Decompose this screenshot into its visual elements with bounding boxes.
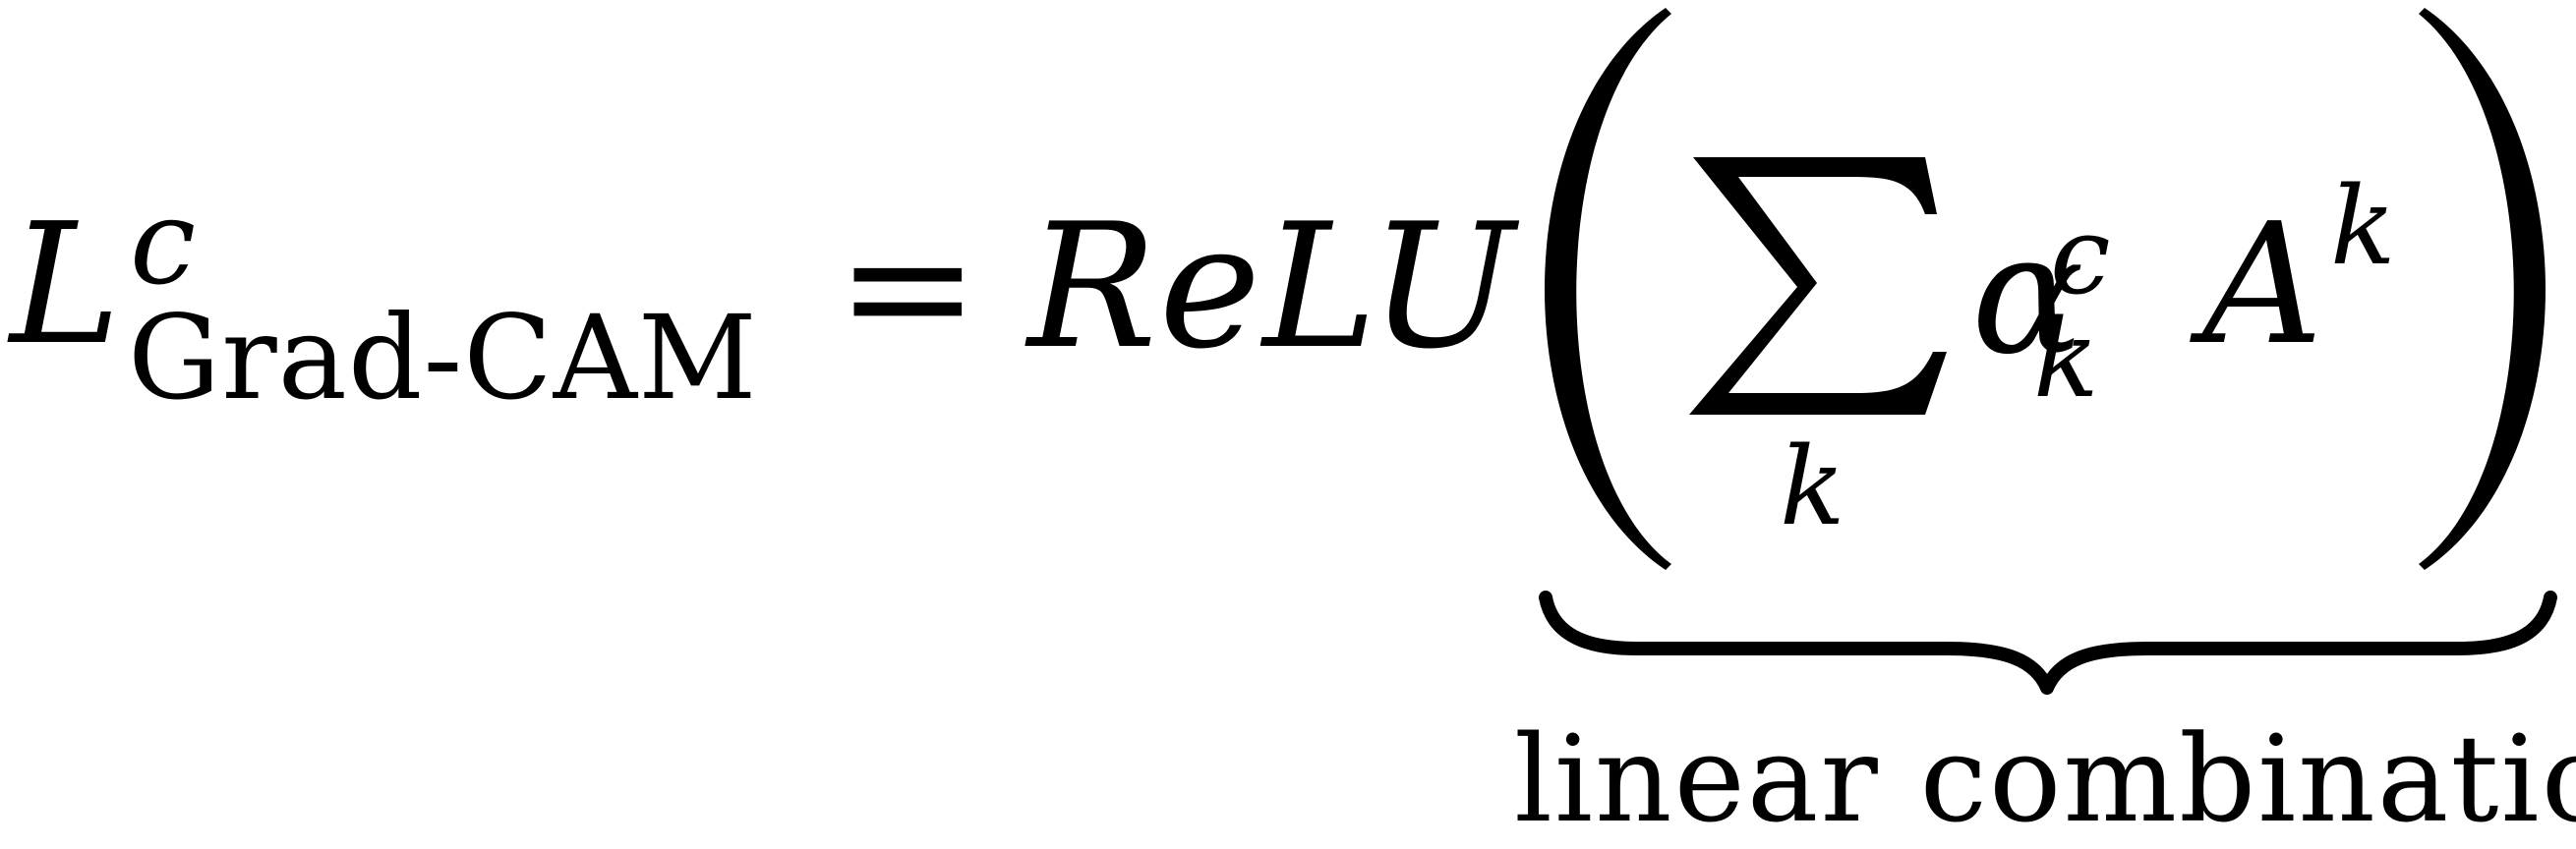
equals-sign: = — [836, 188, 980, 387]
alpha-subscript-k: k — [2033, 296, 2099, 422]
alpha-weight: α — [1971, 198, 2084, 392]
summation-index-k: k — [1780, 424, 1845, 549]
lhs-subscript-grad-cam: Grad-CAM — [128, 290, 758, 425]
right-paren-icon — [2419, 8, 2546, 570]
lhs-superscript-c: c — [130, 175, 197, 311]
activation-superscript-k: k — [2330, 163, 2396, 289]
alpha-superscript-c: c — [2050, 193, 2111, 318]
left-paren-icon — [1545, 8, 1671, 570]
underbrace-label: linear combination — [1514, 709, 2576, 849]
lhs-symbol-L: L — [10, 188, 121, 382]
activation-A: A — [2202, 188, 2323, 382]
relu-function-name: ReLU — [1027, 188, 1517, 387]
